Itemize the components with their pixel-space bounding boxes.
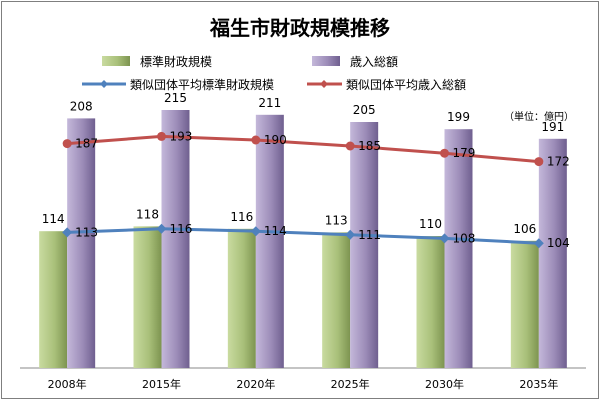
bar-total-revenue-1 [161, 110, 190, 368]
x-tick-label-2: 2020年 [236, 377, 275, 391]
data-label-similar-standard-scale-1: 116 [170, 222, 193, 236]
data-label-total-revenue-1: 215 [164, 91, 187, 105]
unit-label: （単位：億円） [504, 110, 574, 123]
data-label-standard-scale-3: 113 [325, 213, 348, 227]
legend-swatch-standard-scale [102, 56, 130, 66]
data-label-total-revenue-0: 208 [70, 99, 93, 113]
series-point-similar-total-revenue-3 [345, 141, 355, 151]
x-tick-label-4: 2030年 [425, 377, 464, 391]
series-line-similar-standard-scale [65, 227, 541, 245]
data-label-similar-total-revenue-2: 190 [264, 133, 287, 147]
data-label-standard-scale-5: 106 [513, 222, 536, 236]
chart-title: 福生市財政規模推移 [209, 16, 390, 40]
legend-marker-similar-total-revenue [320, 80, 328, 88]
data-label-similar-total-revenue-3: 185 [358, 139, 381, 153]
data-label-standard-scale-4: 110 [419, 217, 442, 231]
series-point-similar-total-revenue-1 [157, 131, 166, 141]
data-label-standard-scale-2: 116 [230, 210, 253, 224]
data-label-similar-standard-scale-2: 114 [264, 224, 287, 238]
bar-standard-scale-3 [322, 232, 351, 368]
bar-total-revenue-4 [444, 129, 473, 368]
data-label-similar-standard-scale-4: 108 [453, 231, 476, 245]
series-point-similar-standard-scale-5 [533, 238, 544, 249]
legend-marker-similar-standard-scale [100, 80, 108, 88]
series-point-similar-total-revenue-2 [251, 135, 261, 145]
data-label-total-revenue-3: 205 [353, 103, 376, 117]
bars-layer [39, 110, 567, 369]
data-label-similar-total-revenue-0: 187 [75, 137, 98, 151]
legend-label-similar-standard-scale: 類似団体平均標準財政規模 [130, 77, 274, 92]
series-point-similar-standard-scale-2 [250, 226, 261, 237]
series-point-similar-standard-scale-4 [439, 233, 450, 244]
bar-standard-scale-4 [416, 236, 445, 368]
series-point-similar-standard-scale-3 [345, 229, 356, 240]
x-tick-label-0: 2008年 [48, 377, 87, 391]
data-label-similar-standard-scale-5: 104 [547, 236, 570, 250]
legend-swatch-total-revenue [312, 56, 340, 66]
legend-label-total-revenue: 歳入総額 [350, 55, 398, 69]
series-point-similar-total-revenue-5 [534, 157, 544, 167]
x-tick-label-5: 2035年 [519, 377, 558, 391]
bar-standard-scale-2 [227, 228, 256, 368]
bar-total-revenue-0 [67, 118, 96, 369]
data-label-similar-total-revenue-4: 179 [453, 146, 476, 160]
bar-standard-scale-0 [39, 231, 68, 368]
legend: 標準財政規模 歳入総額 類似団体平均標準財政規模 類似団体平均歳入総額 [82, 54, 466, 92]
legend-label-similar-total-revenue: 類似団体平均歳入総額 [346, 78, 466, 92]
data-label-standard-scale-1: 118 [136, 207, 159, 221]
bar-total-revenue-2 [255, 114, 284, 368]
x-tick-label-1: 2015年 [142, 377, 181, 391]
data-label-similar-standard-scale-0: 113 [75, 225, 98, 239]
data-label-total-revenue-2: 211 [258, 96, 281, 110]
labels-layer: 114 208 118 215 116 211 113 205 110 199 106 191 113 1… [42, 91, 570, 250]
bar-total-revenue-3 [350, 122, 379, 368]
data-label-standard-scale-0: 114 [42, 212, 65, 226]
x-tick-labels: 2008年 2015年 2020年 2025年 2030年 2035年 [48, 377, 559, 391]
data-label-total-revenue-5: 191 [541, 120, 564, 134]
bar-standard-scale-1 [133, 226, 162, 368]
data-label-similar-standard-scale-3: 111 [358, 228, 381, 242]
x-tick-label-3: 2025年 [331, 377, 370, 391]
data-label-similar-total-revenue-5: 172 [547, 155, 570, 169]
data-label-similar-total-revenue-1: 193 [170, 129, 193, 143]
bar-standard-scale-5 [510, 240, 539, 368]
bar-total-revenue-5 [538, 138, 567, 368]
lines-layer [62, 131, 544, 249]
series-point-similar-standard-scale-1 [156, 223, 167, 234]
data-label-total-revenue-4: 199 [447, 110, 470, 124]
series-point-similar-total-revenue-4 [440, 148, 449, 158]
series-line-similar-total-revenue [65, 134, 541, 164]
legend-label-standard-scale: 標準財政規模 [140, 54, 212, 69]
series-point-similar-total-revenue-0 [62, 139, 72, 149]
